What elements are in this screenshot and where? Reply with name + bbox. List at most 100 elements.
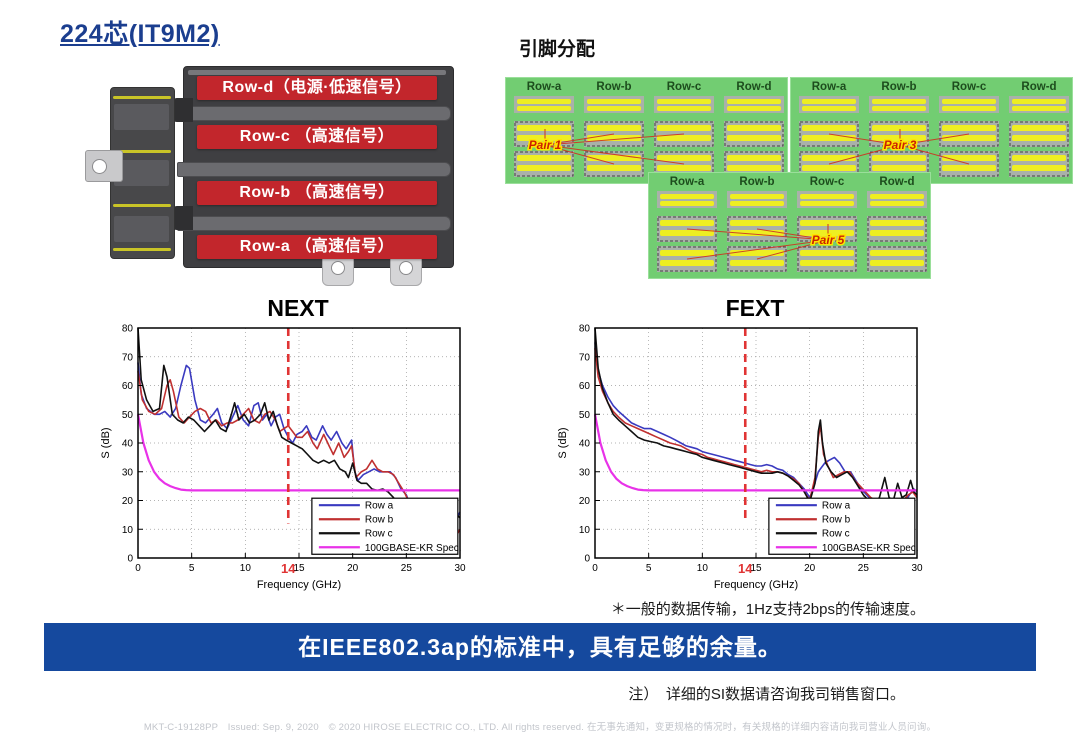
svg-text:14: 14 — [738, 561, 753, 576]
svg-text:0: 0 — [592, 563, 598, 574]
svg-text:15: 15 — [293, 563, 305, 574]
svg-text:10: 10 — [122, 525, 134, 536]
svg-text:40: 40 — [579, 439, 591, 450]
NEXT-plot-svg: 14 Row a Row b Row c 100GBASE-KR Spec. 0 10 20 3… — [100, 324, 466, 592]
svg-text:20: 20 — [347, 563, 359, 574]
legend-box — [768, 497, 916, 555]
svg-text:50: 50 — [579, 410, 591, 421]
column-label-Row-c: Row-c — [952, 81, 987, 93]
fext-chart-plot: 14 Row a Row b Row c 100GBASE-KR Spec. 0 10 20 3… — [555, 322, 927, 601]
column-label-Row-a: Row-a — [527, 81, 562, 93]
si-data-note: 注） 详细的SI数据请咨询我司销售窗口。 — [628, 686, 905, 703]
pair-label-Pair 1: Pair 1 — [529, 138, 562, 152]
x-axis-label: Frequency (GHz) — [257, 579, 341, 591]
column-label-Row-c: Row-c — [667, 81, 702, 93]
footer-copyright: MKT-C-19128PP Issued: Sep. 9, 2020 © 202… — [143, 722, 937, 733]
legend-label-100GBASE-KR Spec.: 100GBASE-KR Spec. — [822, 543, 919, 554]
connector-bracket — [85, 150, 123, 182]
pair-label-Pair 5: Pair 5 — [812, 233, 845, 247]
svg-text:30: 30 — [911, 563, 923, 574]
column-label-Row-d: Row-d — [1021, 81, 1056, 93]
connector-pin-blade — [177, 216, 451, 231]
svg-text:70: 70 — [122, 352, 134, 363]
column-label-Row-d: Row-d — [736, 81, 771, 93]
next-chart: NEXT 14 Row a Row b Row c 100GBASE-KR Spec. 0… — [98, 296, 470, 601]
connector-pin-blade — [177, 162, 451, 177]
pin-map-panel-pair1: Row-a Row-b Row-c Row-d Pair 1 — [504, 76, 789, 185]
svg-text:0: 0 — [135, 563, 141, 574]
legend: Row a Row b Row c 100GBASE-KR Spec. — [311, 497, 462, 555]
svg-text:14: 14 — [281, 561, 296, 576]
bracket-hole — [92, 159, 107, 174]
series-line-100GBASE-KR Spec. — [593, 414, 917, 492]
svg-text:20: 20 — [804, 563, 816, 574]
legend-label-Row c: Row c — [822, 529, 850, 540]
column-label-Row-b: Row-b — [596, 81, 631, 93]
next-chart-title: NEXT — [267, 295, 329, 321]
legend-label-Row c: Row c — [365, 529, 393, 540]
svg-text:10: 10 — [697, 563, 709, 574]
row-b-label: Row-b （高速信号） — [197, 181, 437, 205]
tab-hole — [331, 261, 345, 275]
page-title: 224芯(IT9M2) — [60, 20, 220, 48]
svg-text:50: 50 — [122, 410, 134, 421]
svg-text:40: 40 — [122, 439, 134, 450]
fext-chart: FEXT 14 Row a Row b Row c 100GBASE-KR Spec. 0… — [555, 296, 927, 601]
legend: Row a Row b Row c 100GBASE-KR Spec. — [768, 497, 919, 555]
legend-label-100GBASE-KR Spec.: 100GBASE-KR Spec. — [365, 543, 462, 554]
legend-label-Row b: Row b — [822, 515, 851, 526]
svg-text:30: 30 — [579, 467, 591, 478]
pin-map-svg: Row-a Row-b Row-c Row-d Pair 1 — [504, 76, 789, 185]
svg-text:30: 30 — [122, 467, 134, 478]
svg-text:80: 80 — [579, 324, 591, 335]
pin-map-panel-pair5: Row-a Row-b Row-c Row-d Pair 5 — [647, 171, 932, 280]
tab-hole — [399, 261, 413, 275]
connector-pin-blade — [177, 106, 451, 121]
legend-label-Row b: Row b — [365, 515, 394, 526]
svg-text:60: 60 — [579, 381, 591, 392]
svg-text:20: 20 — [122, 496, 134, 507]
svg-text:60: 60 — [122, 381, 134, 392]
connector-mount-tab — [322, 255, 354, 286]
series-line-Row a — [594, 342, 918, 510]
svg-text:0: 0 — [584, 554, 590, 565]
svg-text:15: 15 — [750, 563, 762, 574]
pin-map-panel-pair3: Row-a Row-b Row-c Row-d Pair 3 — [789, 76, 1074, 185]
conclusion-banner: 在IEEE802.3ap的标准中，具有足够的余量。 — [44, 623, 1036, 671]
svg-text:25: 25 — [401, 563, 413, 574]
svg-text:70: 70 — [579, 352, 591, 363]
svg-text:25: 25 — [858, 563, 870, 574]
svg-text:30: 30 — [454, 563, 466, 574]
fext-chart-title: FEXT — [725, 295, 785, 321]
y-axis-label: S (dB) — [557, 427, 569, 458]
svg-text:5: 5 — [646, 563, 652, 574]
FEXT-plot-svg: 14 Row a Row b Row c 100GBASE-KR Spec. 0 10 20 3… — [557, 324, 923, 592]
row-a-label: Row-a （高速信号） — [197, 235, 437, 259]
column-label-Row-a: Row-a — [812, 81, 847, 93]
connector-illustration: Row-d（电源·低速信号） Row-c （高速信号） Row-b （高速信号）… — [85, 58, 460, 308]
pin-map-svg: Row-a Row-b Row-c Row-d Pair 3 — [789, 76, 1074, 185]
connector-wedge — [171, 206, 193, 230]
next-chart-plot: 14 Row a Row b Row c 100GBASE-KR Spec. 0 10 20 3… — [98, 322, 470, 601]
legend-label-Row a: Row a — [822, 501, 851, 512]
series-line-100GBASE-KR Spec. — [136, 414, 460, 492]
column-label-Row-b: Row-b — [881, 81, 916, 93]
legend-label-Row a: Row a — [365, 501, 394, 512]
row-c-label: Row-c （高速信号） — [197, 125, 437, 149]
pin-assignment-heading: 引脚分配 — [519, 39, 596, 60]
svg-text:80: 80 — [122, 324, 134, 335]
legend-box — [311, 497, 459, 555]
connector-mount-tab — [390, 255, 422, 286]
svg-text:10: 10 — [579, 525, 591, 536]
column-label-Row-b: Row-b — [739, 176, 774, 188]
connector-wedge — [171, 98, 193, 122]
svg-text:5: 5 — [189, 563, 195, 574]
y-axis-label: S (dB) — [100, 427, 112, 458]
row-d-label: Row-d（电源·低速信号） — [197, 76, 437, 100]
column-label-Row-c: Row-c — [810, 176, 845, 188]
column-label-Row-d: Row-d — [879, 176, 914, 188]
footnote: ＊一般的数据传输，1Hz支持2bps的传输速度。 — [610, 601, 925, 618]
x-axis-label: Frequency (GHz) — [714, 579, 798, 591]
pin-map-svg: Row-a Row-b Row-c Row-d Pair 5 — [647, 171, 932, 280]
